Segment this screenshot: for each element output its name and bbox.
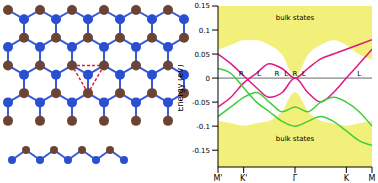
svg-text:R: R bbox=[239, 70, 244, 78]
svg-text:0: 0 bbox=[206, 75, 210, 83]
svg-text:L: L bbox=[284, 70, 288, 78]
svg-text:Energy (eV): Energy (eV) bbox=[178, 64, 185, 111]
svg-text:-0.1: -0.1 bbox=[196, 123, 210, 131]
svg-text:R: R bbox=[275, 70, 280, 78]
svg-text:bulk states: bulk states bbox=[276, 14, 315, 22]
svg-text:L: L bbox=[357, 70, 361, 78]
svg-text:0.15: 0.15 bbox=[194, 2, 210, 10]
svg-text:L: L bbox=[302, 70, 306, 78]
svg-text:L: L bbox=[257, 70, 261, 78]
svg-text:-0.15: -0.15 bbox=[192, 147, 210, 155]
svg-text:-0.05: -0.05 bbox=[192, 99, 210, 107]
svg-text:K': K' bbox=[240, 174, 247, 183]
svg-text:bulk states: bulk states bbox=[276, 135, 315, 143]
svg-text:R: R bbox=[293, 70, 298, 78]
svg-text:M: M bbox=[369, 174, 370, 183]
svg-text:Γ: Γ bbox=[293, 174, 298, 183]
svg-text:K: K bbox=[344, 174, 350, 183]
svg-text:M': M' bbox=[213, 174, 222, 183]
svg-text:0.1: 0.1 bbox=[199, 27, 210, 35]
svg-text:0.05: 0.05 bbox=[194, 51, 210, 59]
